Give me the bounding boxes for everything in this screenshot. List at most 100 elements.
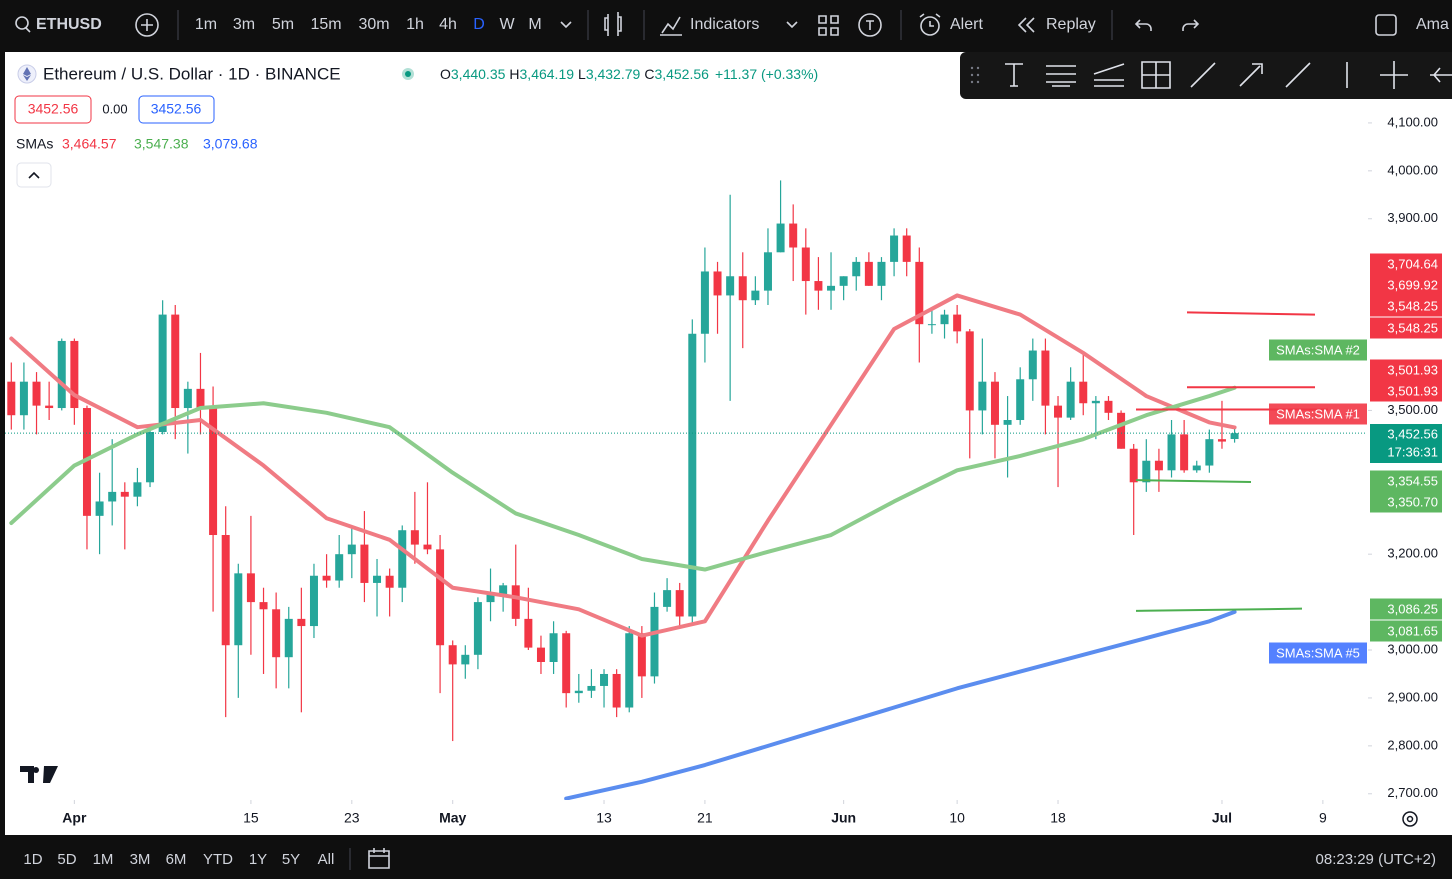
range-button[interactable]: 1M [93, 851, 114, 868]
candle-body [877, 261, 886, 286]
candle-body [1167, 434, 1176, 471]
candle-body [688, 333, 697, 617]
candle-body [410, 530, 419, 545]
candle-body [234, 573, 243, 646]
series-tag-label: SMAs:SMA #5 [1276, 645, 1360, 660]
price-tag [1370, 598, 1442, 620]
fullscreen[interactable] [1375, 14, 1397, 36]
interval[interactable]: 1h [406, 16, 424, 33]
y-tick-label: 3,000.00 [1387, 641, 1438, 656]
measure-tool[interactable] [1141, 61, 1171, 89]
range-button[interactable]: 6M [166, 851, 187, 868]
drawn-line [1135, 479, 1252, 483]
range-button[interactable]: 5Y [282, 851, 300, 868]
candle-body [335, 554, 344, 581]
price-tag-label: 3,501.93 [1387, 383, 1438, 398]
ohlc-value: 3,452.56 [654, 66, 709, 82]
crosshair-tool[interactable] [1380, 61, 1408, 89]
chart-pane [5, 52, 1452, 835]
price-tag-label: 3,548.25 [1387, 298, 1438, 313]
x-tick-label: May [439, 810, 466, 826]
candle-body [1091, 400, 1100, 404]
redo[interactable] [1182, 19, 1200, 31]
more-tools[interactable] [1430, 67, 1452, 83]
candle-body [461, 654, 470, 665]
replay[interactable]: Replay [1046, 16, 1096, 33]
trend-tool[interactable] [1190, 62, 1216, 88]
range-button[interactable]: 1D [23, 851, 42, 868]
interval[interactable]: 30m [358, 16, 389, 33]
line-tool[interactable] [1285, 62, 1311, 88]
candle-body [675, 590, 684, 617]
range-button[interactable]: 3M [130, 851, 151, 868]
chart-type[interactable] [604, 12, 622, 36]
date-range[interactable] [368, 848, 390, 869]
range-button[interactable]: 1Y [249, 851, 267, 868]
fib-fan-tool[interactable] [1093, 63, 1125, 87]
x-tick-label: 23 [344, 810, 360, 826]
candle-body [246, 573, 255, 603]
arrow-tool[interactable] [1239, 63, 1263, 87]
alert[interactable]: Alert [950, 16, 983, 33]
range-button[interactable]: All [318, 851, 335, 868]
x-tick-label: 9 [1319, 810, 1327, 826]
candle-body [713, 271, 722, 296]
bid-box[interactable] [14, 95, 92, 124]
ohlc-key: H [509, 66, 519, 82]
interval[interactable]: M [528, 16, 541, 33]
interval-menu[interactable] [560, 21, 572, 29]
candle-body [763, 252, 772, 291]
candle-body [1041, 350, 1050, 406]
countdown: 17:36:31 [1387, 444, 1438, 459]
candle-body [448, 645, 457, 665]
add-symbol[interactable] [135, 13, 159, 37]
indicators[interactable]: Indicators [690, 16, 759, 33]
candle-body [839, 276, 848, 286]
ohlc-value: 3,440.35 [451, 66, 506, 82]
series-tag [1269, 339, 1367, 361]
x-tick-label: Apr [62, 810, 87, 826]
interval[interactable]: 1m [195, 16, 217, 33]
collapse-legend[interactable] [16, 162, 52, 188]
drawing-toolbar [960, 52, 1452, 99]
candle-body [70, 340, 79, 409]
clock: 08:23:29 (UTC+2) [1316, 851, 1436, 868]
sma-line [9, 293, 1237, 638]
account[interactable]: Ama [1416, 16, 1449, 33]
ohlc-key: O [440, 66, 451, 82]
collapse-icon [28, 171, 40, 179]
symbol[interactable]: ETHUSD [36, 16, 102, 33]
range-button[interactable]: YTD [203, 851, 233, 868]
candle-body [852, 261, 861, 277]
templates[interactable] [858, 13, 882, 37]
interval[interactable]: W [499, 16, 515, 33]
candle-body [398, 530, 407, 588]
price-tag [1370, 295, 1442, 317]
legend: Ethereum / U.S. Dollar · 1D · BINANCE O3… [14, 64, 818, 188]
undo[interactable] [1134, 19, 1152, 31]
range-button[interactable]: 5D [57, 851, 76, 868]
indicators-menu[interactable] [786, 21, 798, 29]
fib-tool[interactable] [1046, 65, 1076, 87]
interval[interactable]: 4h [439, 16, 457, 33]
candle-body [915, 261, 924, 325]
interval[interactable]: 5m [272, 16, 294, 33]
interval[interactable]: 15m [310, 16, 341, 33]
price-tag-label: 3,704.64 [1387, 256, 1438, 271]
price-tag [1370, 491, 1442, 513]
text-tool[interactable] [1005, 63, 1023, 87]
candle-body [108, 491, 117, 502]
axis-settings[interactable] [1402, 811, 1418, 827]
search-icon [25, 27, 31, 33]
spread: 0.00 [102, 101, 127, 116]
interval[interactable]: D [473, 16, 485, 33]
candle-body [990, 381, 999, 425]
ask-box[interactable] [138, 95, 215, 124]
layouts[interactable] [818, 15, 839, 36]
drawn-line [1135, 607, 1303, 612]
candle-body [789, 223, 798, 248]
interval[interactable]: 3m [233, 16, 255, 33]
templates-icon [866, 20, 874, 30]
candle-body [1066, 381, 1075, 418]
candle-body [322, 575, 331, 581]
